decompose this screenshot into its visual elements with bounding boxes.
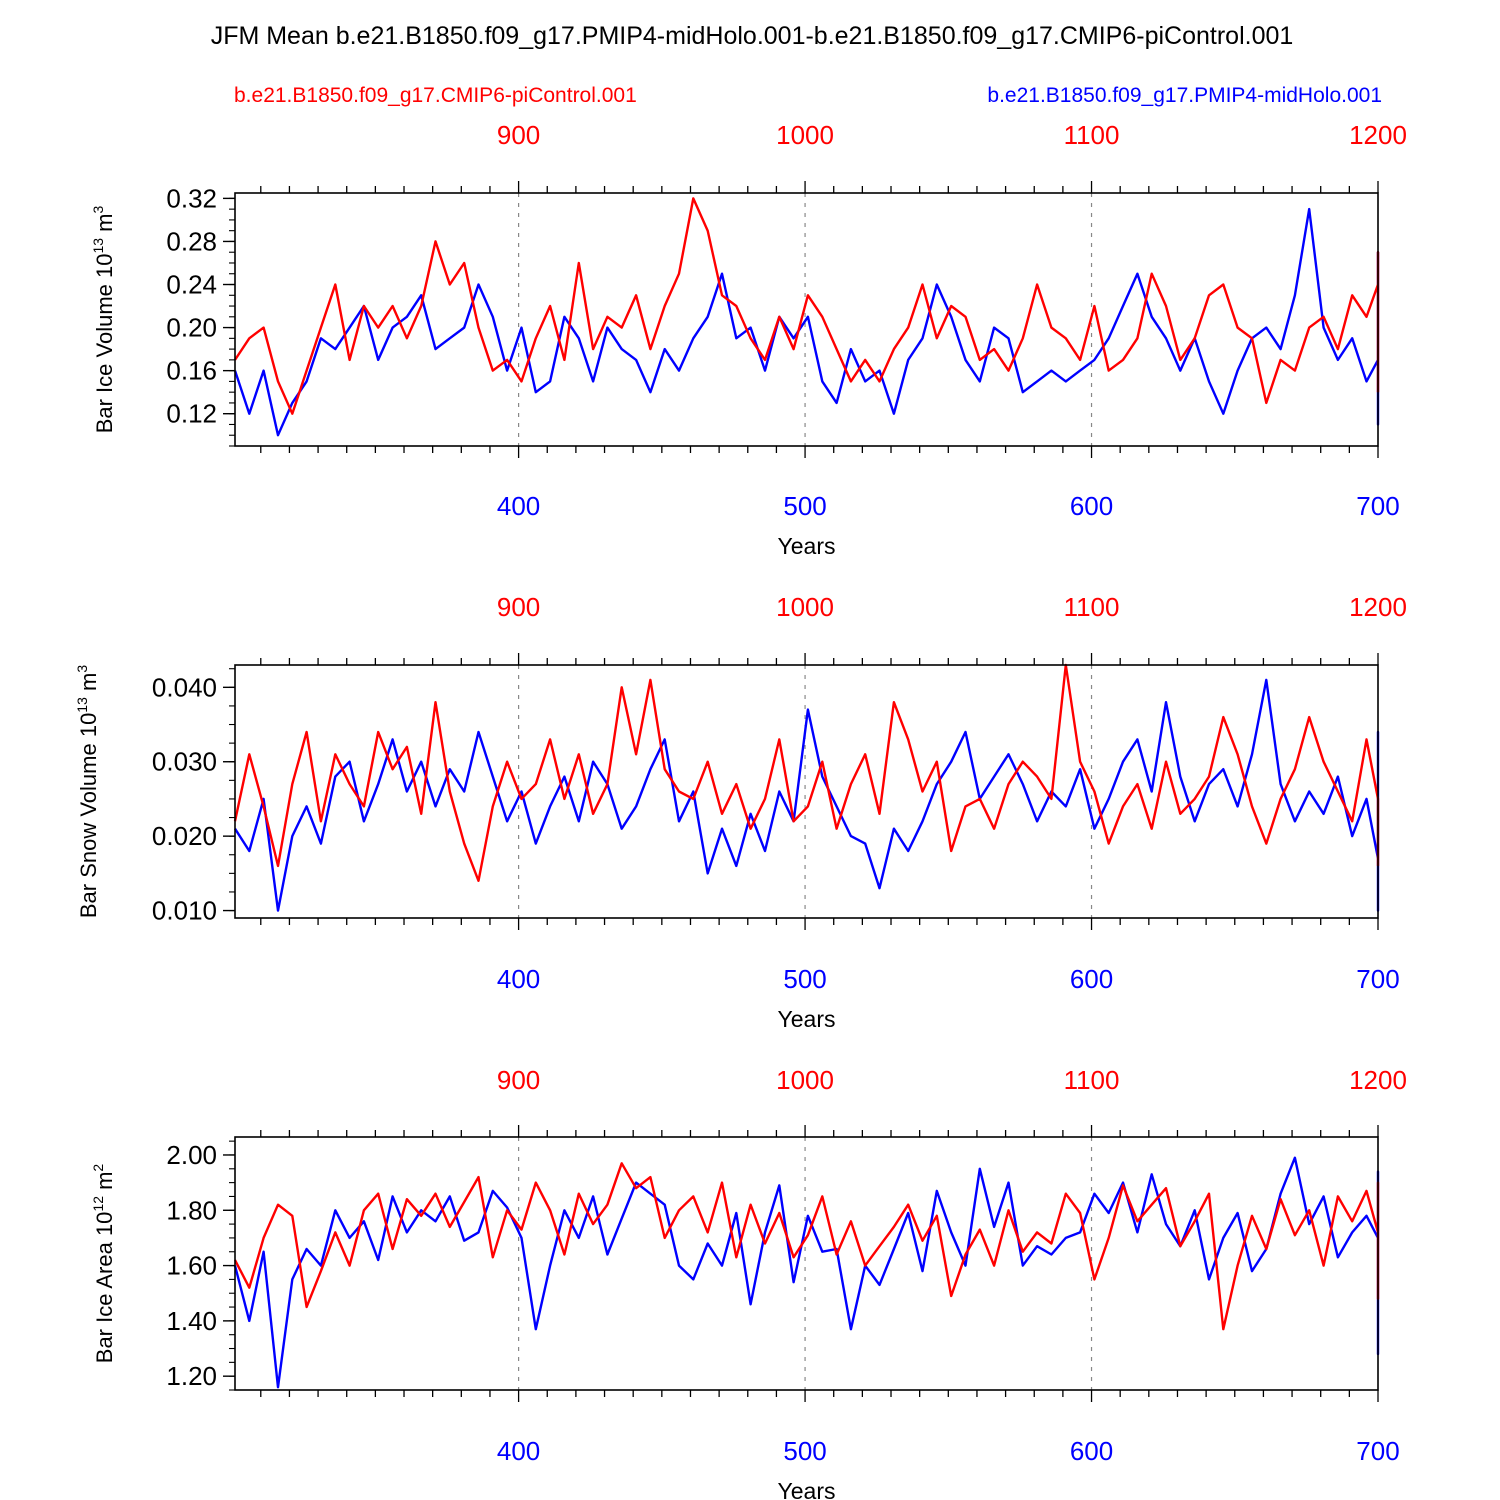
- y-tick-label: 0.20: [166, 313, 217, 343]
- y-tick-label: 1.40: [166, 1306, 217, 1336]
- series-midholo-line: [233, 207, 1380, 437]
- y-axis-title-unit: m: [92, 1172, 117, 1196]
- y-tick-label: 0.16: [166, 356, 217, 386]
- y-axis-title-text: Bar Ice Area 10: [92, 1212, 117, 1364]
- x-tick-label-bottom: 400: [497, 1436, 540, 1466]
- x-tick-label-top: 900: [497, 120, 540, 150]
- x-tick-label-top: 900: [497, 1065, 540, 1095]
- panel-2: 0.010 0.020 0.030 0.040 400 500 600 700 900 1000 1…: [74, 592, 1407, 1032]
- x-tick-label-bottom: 500: [783, 491, 826, 521]
- y-axis-title: Bar Ice Volume 1013 m3: [90, 205, 117, 433]
- y-tick-label: 0.28: [166, 226, 217, 256]
- y-tick-label: 0.010: [152, 896, 217, 926]
- y-axis-title: Bar Snow Volume 1013 m3: [74, 665, 101, 919]
- y-axis-title-unit-exponent: 2: [90, 1164, 106, 1172]
- panel-3: 1.20 1.40 1.60 1.80 2.00 400 500 600 700 900 1000 1…: [90, 1065, 1407, 1500]
- x-axis-title: Years: [778, 1478, 836, 1500]
- legend-midholo: b.e21.B1850.f09_g17.PMIP4-midHolo.001: [987, 84, 1382, 107]
- y-axis-title-exponent: 13: [74, 697, 90, 713]
- x-tick-label-bottom: 600: [1070, 491, 1113, 521]
- chart-title: JFM Mean b.e21.B1850.f09_g17.PMIP4-midHo…: [211, 22, 1294, 50]
- y-tick-label: 1.60: [166, 1251, 217, 1281]
- x-tick-label-bottom: 600: [1070, 1436, 1113, 1466]
- x-tick-label-top: 1100: [1064, 120, 1120, 150]
- x-tick-label-bottom: 500: [783, 1436, 826, 1466]
- plot-frame: [234, 1136, 1379, 1391]
- x-axis-title: Years: [778, 533, 836, 559]
- plot-frame: [234, 192, 1379, 447]
- y-axis-title-text: Bar Ice Volume 10: [92, 254, 117, 434]
- x-tick-label-top: 1000: [776, 1065, 834, 1095]
- x-tick-label-top: 1100: [1064, 1065, 1120, 1095]
- y-axis-title-unit-exponent: 3: [90, 205, 106, 213]
- x-tick-label-top: 1200: [1349, 120, 1407, 150]
- y-tick-label: 1.80: [166, 1195, 217, 1225]
- y-axis-title: Bar Ice Area 1012 m2: [90, 1164, 117, 1364]
- panel-1: 0.12 0.16 0.20 0.24 0.28 0.32 400 500 600 700 900 1…: [90, 120, 1407, 559]
- y-tick-label: 0.24: [166, 270, 217, 300]
- x-tick-label-top: 1000: [776, 120, 834, 150]
- y-axis-title-text: Bar Snow Volume 10: [76, 713, 101, 918]
- series-midholo-line: [233, 678, 1380, 912]
- y-tick-label: 0.030: [152, 747, 217, 777]
- y-axis-title-exponent: 12: [90, 1196, 106, 1212]
- x-tick-label-top: 1200: [1349, 1065, 1407, 1095]
- x-tick-label-top: 1100: [1064, 592, 1120, 622]
- series-midholo-line: [233, 1156, 1380, 1389]
- x-tick-label-bottom: 500: [783, 964, 826, 994]
- legend-picontrol: b.e21.B1850.f09_g17.CMIP6-piControl.001: [234, 84, 637, 107]
- y-axis-title-unit: m: [76, 673, 101, 697]
- plot-frame: [234, 664, 1379, 919]
- y-axis-title-unit-exponent: 3: [74, 665, 90, 673]
- y-tick-label: 0.32: [166, 183, 217, 213]
- y-tick-label: 2.00: [166, 1140, 217, 1170]
- x-tick-label-bottom: 700: [1356, 491, 1399, 521]
- y-tick-label: 0.020: [152, 821, 217, 851]
- x-tick-label-top: 900: [497, 592, 540, 622]
- y-tick-label: 0.12: [166, 399, 217, 429]
- y-tick-label: 1.20: [166, 1361, 217, 1391]
- series-picontrol-line: [233, 1162, 1380, 1331]
- y-axis-title-unit: m: [92, 213, 117, 237]
- x-tick-label-bottom: 400: [497, 964, 540, 994]
- series-picontrol-line: [233, 197, 1380, 415]
- series-picontrol-line: [233, 663, 1380, 882]
- x-tick-label-bottom: 600: [1070, 964, 1113, 994]
- x-axis-title: Years: [778, 1006, 836, 1032]
- x-tick-label-bottom: 700: [1356, 1436, 1399, 1466]
- y-axis-title-exponent: 13: [90, 238, 106, 254]
- x-tick-label-bottom: 700: [1356, 964, 1399, 994]
- y-tick-label: 0.040: [152, 672, 217, 702]
- x-tick-label-bottom: 400: [497, 491, 540, 521]
- x-tick-label-top: 1000: [776, 592, 834, 622]
- x-tick-label-top: 1200: [1349, 592, 1407, 622]
